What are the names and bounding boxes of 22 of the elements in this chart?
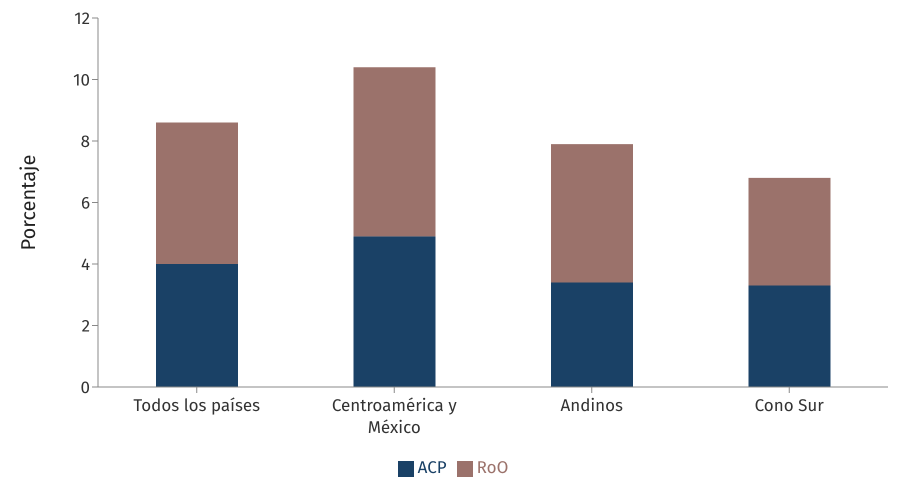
bar [551,144,633,282]
bar [551,282,633,387]
bar [354,236,436,387]
y-tick-label: 10 [73,70,90,91]
bar [748,178,830,286]
x-tick-label: Centroamérica y México [332,395,458,438]
y-axis-title: Porcentaje [17,154,42,250]
y-tick-label: 12 [74,8,90,30]
y-tick-label: 6 [80,192,90,214]
x-tick-label: Andinos [560,395,624,416]
y-tick-label: 8 [80,131,90,152]
y-tick-label: 2 [82,316,90,337]
y-tick-label: 0 [80,377,90,398]
bar [354,67,436,236]
bar [156,122,238,264]
x-tick-label: Todos los países [133,395,260,416]
legend-label: ACP [418,457,447,478]
x-tick-label: Cono Sur [754,395,824,416]
bar [156,264,238,387]
bar [748,286,830,387]
legend-label: RoO [476,457,508,478]
y-tick-label: 4 [80,254,90,276]
